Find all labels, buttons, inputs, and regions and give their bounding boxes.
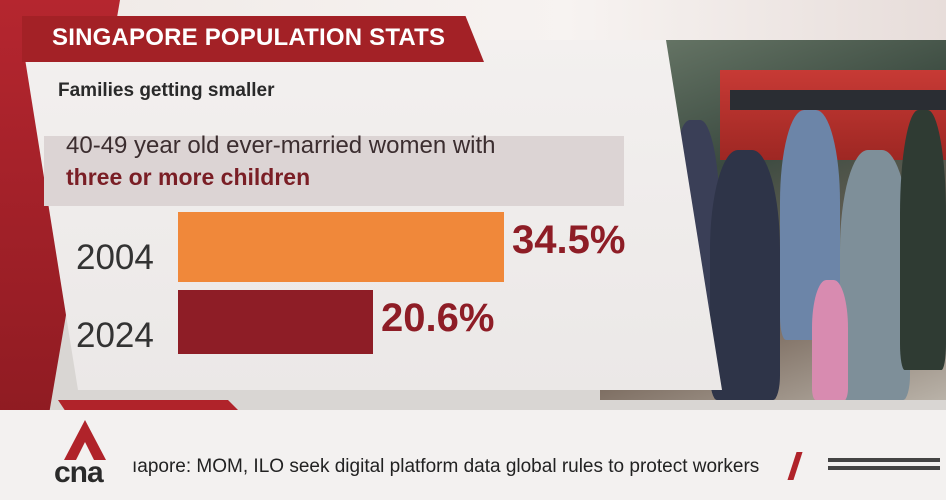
description-box: [44, 136, 624, 206]
category-label-2004: 2004: [76, 238, 154, 277]
category-label-2024: 2024: [76, 316, 154, 355]
title-bar: [22, 16, 484, 62]
description-line-2: three or more children: [66, 164, 311, 190]
banner-title: SINGAPORE POPULATION STATS: [52, 24, 446, 51]
cna-logo-icon: [64, 420, 106, 460]
value-label-2024: 20.6%: [381, 296, 495, 340]
cna-logo-text: cna: [54, 456, 104, 489]
bar-2024: [178, 290, 373, 354]
person: [812, 280, 848, 400]
ticker-bar: [0, 410, 946, 500]
menu-icon: [828, 458, 940, 478]
bar-2004: [178, 212, 504, 282]
ticker-headline: ıapore: MOM, ILO seek digital platform d…: [132, 456, 760, 477]
person: [710, 150, 780, 400]
person: [840, 150, 910, 400]
bus-windows: [730, 90, 946, 110]
description-line-1: 40-49 year old ever-married women with: [66, 132, 496, 159]
banner-subtitle: Families getting smaller: [58, 80, 275, 101]
person: [900, 110, 946, 370]
value-label-2004: 34.5%: [512, 218, 626, 262]
